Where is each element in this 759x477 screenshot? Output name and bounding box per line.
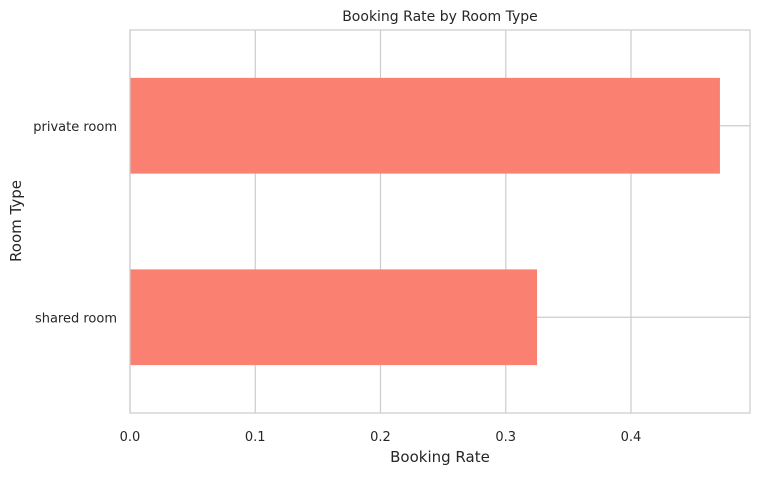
x-tick-label: 0.2 <box>370 430 391 445</box>
plot-frame <box>129 29 751 414</box>
chart-title: Booking Rate by Room Type <box>342 9 538 25</box>
x-tick-label: 0.1 <box>245 430 266 445</box>
x-tick-labels: 0.0 0.1 0.2 0.3 0.4 <box>120 430 642 445</box>
x-tick-label: 0.0 <box>120 430 141 445</box>
y-tick-labels: private room shared room <box>33 120 117 327</box>
y-axis-label: Room Type <box>7 180 25 262</box>
x-tick-label: 0.4 <box>621 430 642 445</box>
y-tick-label: private room <box>33 120 117 135</box>
x-axis-label: Booking Rate <box>390 448 490 466</box>
bar-shared-room <box>130 269 538 366</box>
bar-private-room <box>130 77 720 174</box>
x-tick-label: 0.3 <box>495 430 516 445</box>
y-tick-label: shared room <box>35 311 117 326</box>
bar-layer <box>130 77 720 366</box>
